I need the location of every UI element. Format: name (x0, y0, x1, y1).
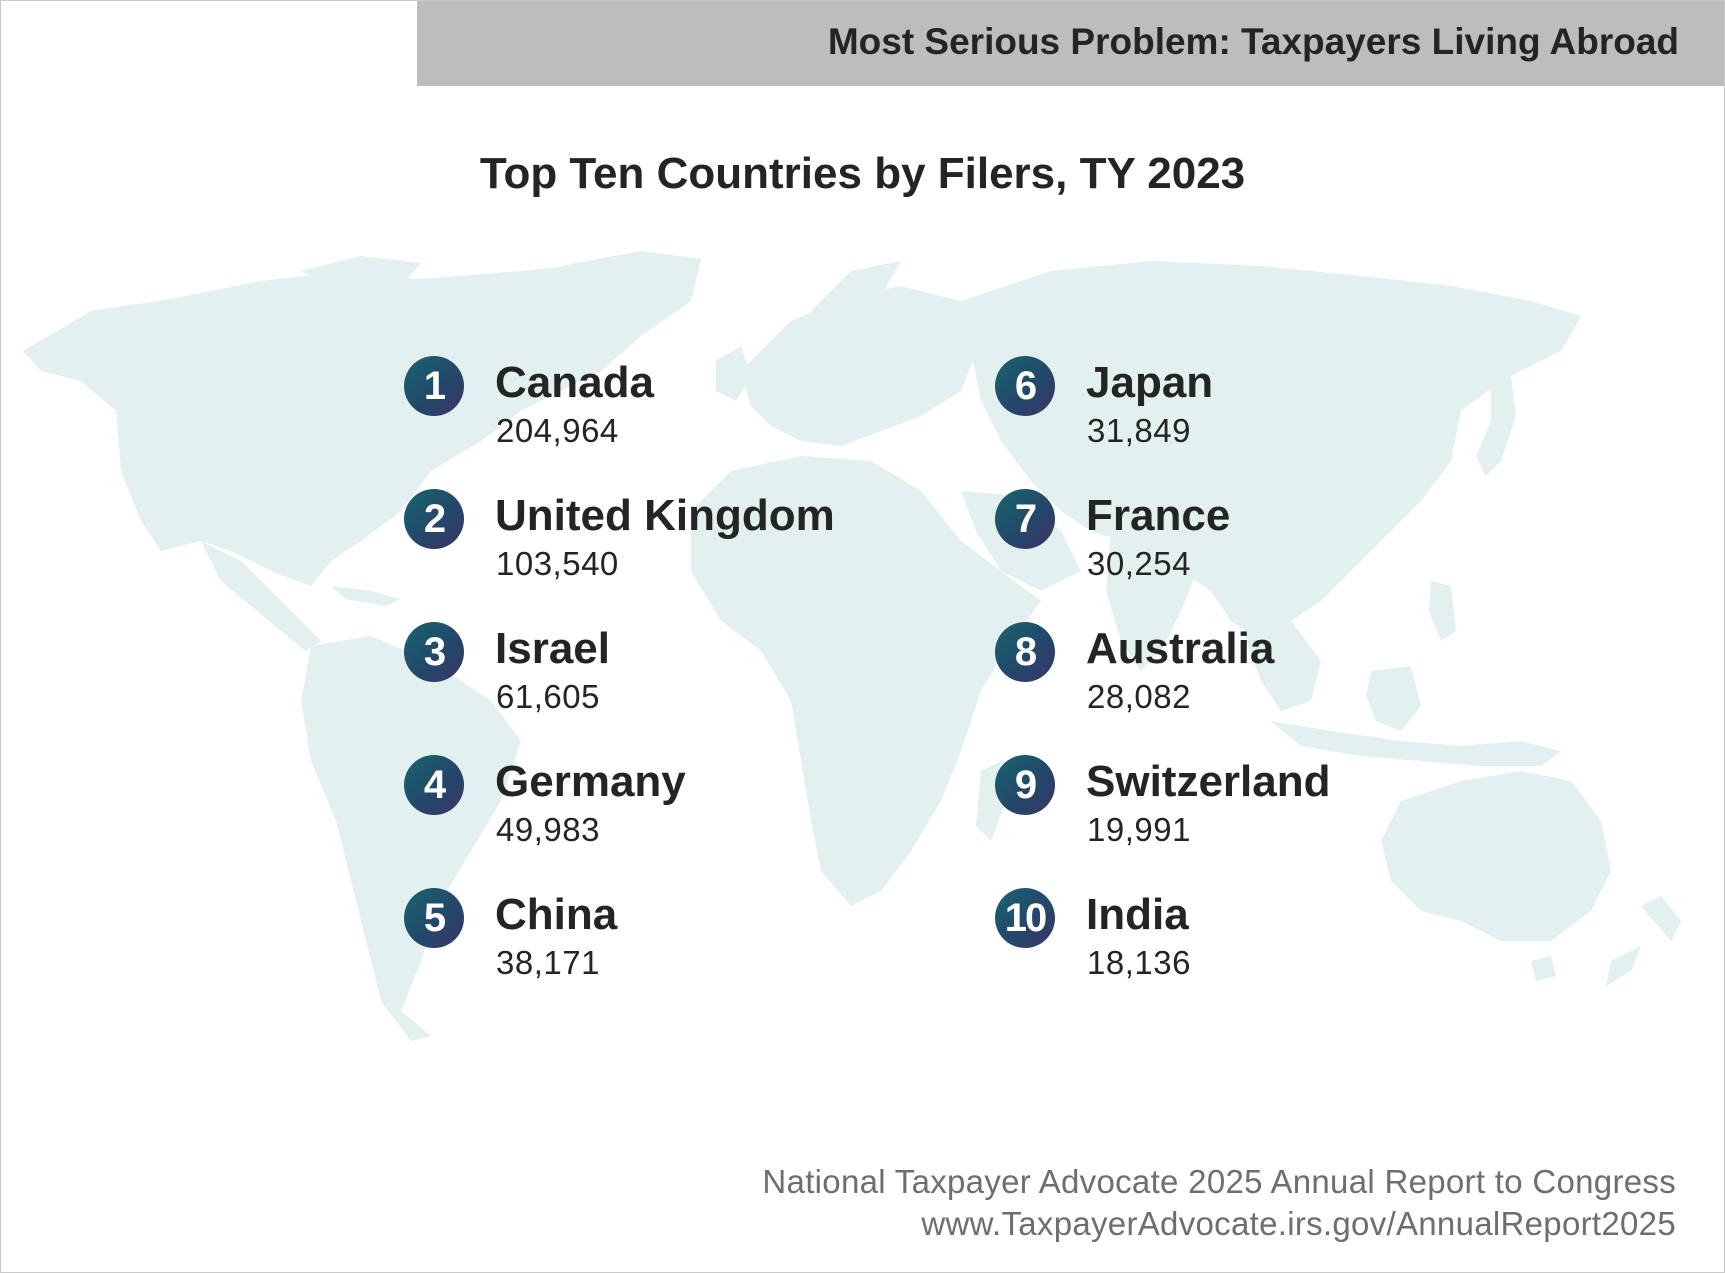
rank-item: 7 France 30,254 (995, 489, 1515, 589)
country-name: Israel (495, 624, 610, 673)
rank-badge: 1 (404, 356, 464, 416)
map-tasmania (1531, 956, 1556, 981)
footer: National Taxpayer Advocate 2025 Annual R… (762, 1161, 1676, 1245)
filer-count: 18,136 (1087, 944, 1191, 981)
rank-badge: 7 (995, 489, 1055, 549)
rank-badge: 10 (995, 888, 1055, 948)
map-new-zealand (1606, 896, 1681, 986)
map-indonesia (1271, 721, 1561, 766)
header-title: Most Serious Problem: Taxpayers Living A… (827, 21, 1679, 62)
country-name: Australia (1086, 624, 1275, 673)
country-name: Japan (1086, 358, 1214, 407)
rank-badge: 8 (995, 622, 1055, 682)
map-arctic-islands (301, 256, 421, 291)
filer-count: 31,849 (1087, 412, 1191, 449)
country-name: Germany (495, 757, 686, 806)
map-greenland (561, 251, 701, 336)
map-north-america (23, 259, 701, 586)
map-borneo (1366, 666, 1421, 731)
map-british-isles (716, 346, 751, 401)
header-bar: Most Serious Problem: Taxpayers Living A… (417, 1, 1724, 86)
filer-count: 38,171 (496, 944, 600, 981)
map-india (1106, 531, 1201, 671)
country-name: India (1086, 890, 1189, 939)
rank-item: 2 United Kingdom 103,540 (404, 489, 924, 589)
filer-count: 61,605 (496, 678, 600, 715)
rank-item: 5 China 38,171 (404, 888, 924, 988)
map-asia (961, 261, 1581, 641)
map-scandinavia (811, 261, 901, 326)
rank-item: 8 Australia 28,082 (995, 622, 1515, 722)
rank-badge: 9 (995, 755, 1055, 815)
map-philippines (1429, 581, 1456, 641)
map-japan (1476, 376, 1516, 476)
map-caribbean (331, 586, 401, 606)
country-name: France (1086, 491, 1231, 540)
rank-badge: 5 (404, 888, 464, 948)
rank-item: 6 Japan 31,849 (995, 356, 1515, 456)
filer-count: 49,983 (496, 811, 600, 848)
rank-item: 4 Germany 49,983 (404, 755, 924, 855)
footer-report-title: National Taxpayer Advocate 2025 Annual R… (762, 1163, 1676, 1200)
map-southeast-asia (1241, 611, 1321, 711)
filer-count: 103,540 (496, 545, 619, 582)
filer-count: 30,254 (1087, 545, 1191, 582)
rank-badge: 4 (404, 755, 464, 815)
rank-badge: 3 (404, 622, 464, 682)
rank-item: 1 Canada 204,964 (404, 356, 924, 456)
footer-url: www.TaxpayerAdvocate.irs.gov/AnnualRepor… (921, 1205, 1676, 1242)
country-name: Switzerland (1086, 757, 1331, 806)
country-name: China (495, 890, 618, 939)
rank-item: 9 Switzerland 19,991 (995, 755, 1515, 855)
world-map-background (23, 251, 1681, 1041)
map-australia (1381, 771, 1611, 941)
country-name: Canada (495, 358, 654, 407)
map-south-america (301, 636, 521, 1041)
map-africa (691, 456, 1041, 906)
chart-title: Top Ten Countries by Filers, TY 2023 (479, 149, 1246, 198)
rank-item: 10 India 18,136 (995, 888, 1515, 988)
map-europe (741, 286, 981, 446)
filer-count: 28,082 (1087, 678, 1191, 715)
filer-count: 19,991 (1087, 811, 1191, 848)
rank-badge: 6 (995, 356, 1055, 416)
rank-item: 3 Israel 61,605 (404, 622, 924, 722)
map-central-america (201, 541, 321, 651)
rank-badge: 2 (404, 489, 464, 549)
filer-count: 204,964 (496, 412, 619, 449)
country-name: United Kingdom (495, 491, 835, 540)
